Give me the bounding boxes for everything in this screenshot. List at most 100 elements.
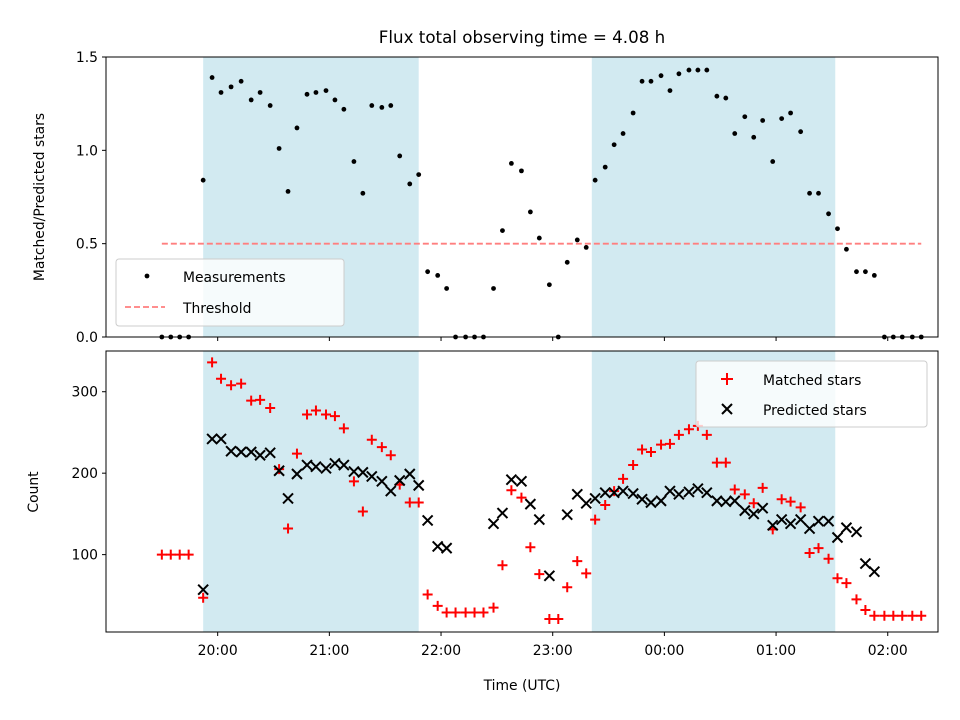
matched-stars-point <box>813 543 824 554</box>
bottom-x-tick-label: 02:00 <box>868 643 908 659</box>
measurements-point <box>285 189 291 194</box>
matched-stars-point <box>590 514 601 525</box>
measurements-point <box>435 273 441 278</box>
matched-stars-point <box>469 607 480 618</box>
predicted-stars-point <box>711 495 723 507</box>
predicted-stars-point <box>366 470 378 483</box>
measurements-point <box>667 88 673 93</box>
matched-stars-point <box>879 610 890 621</box>
predicted-stars-point <box>235 446 247 458</box>
matched-stars-point <box>916 610 927 621</box>
measurements-point <box>564 259 570 265</box>
bottom-panel: 100 200 300 20:00 21:00 22:00 23:00 00:00 01:00… <box>26 350 939 694</box>
predicted-stars-point <box>561 509 573 521</box>
predicted-stars-point <box>338 459 350 471</box>
matched-stars-point <box>757 482 768 493</box>
measurements-point <box>500 228 505 234</box>
matched-stars-point <box>562 582 573 593</box>
measurements-point <box>304 91 310 97</box>
matched-stars-point <box>207 357 218 368</box>
measurements-point <box>620 131 626 136</box>
predicted-stars-point <box>206 433 218 445</box>
measurements-point <box>407 181 413 187</box>
matched-stars-point <box>478 607 489 618</box>
matched-stars-point <box>832 573 843 584</box>
bottom-y-tick-label: 100 <box>71 548 98 564</box>
measurements-point <box>602 164 608 170</box>
matched-stars-point <box>637 444 648 455</box>
measurements-point <box>648 78 654 84</box>
predicted-stars-point <box>404 468 416 480</box>
measurements-point <box>257 90 263 95</box>
matched-stars-point <box>785 496 796 507</box>
matched-stars-point <box>823 553 834 564</box>
top-y-tick-label: 0.0 <box>76 330 98 346</box>
bottom-x-ticks: 20:00 21:00 22:00 23:00 00:00 01:00 02:00 <box>198 632 908 659</box>
predicted-stars-point <box>664 485 676 497</box>
bottom-legend-box <box>695 360 928 428</box>
predicted-stars-point <box>803 522 816 535</box>
top-y-axis-label: Matched/Predicted stars <box>32 113 48 281</box>
measurements-point <box>294 125 300 131</box>
bottom-x-tick-label: 01:00 <box>756 643 796 659</box>
matched-stars-point <box>183 549 194 560</box>
predicted-stars-point <box>357 466 369 479</box>
predicted-stars-point <box>264 447 276 459</box>
matched-stars-point <box>329 411 340 422</box>
x-axis-label: Time (UTC) <box>483 678 561 694</box>
predicted-stars-point <box>608 487 620 499</box>
matched-stars-point <box>841 578 852 589</box>
measurements-point <box>760 118 766 123</box>
predicted-stars-point <box>301 459 313 471</box>
measurements-point <box>742 114 748 120</box>
matched-stars-point <box>525 542 536 553</box>
matched-stars-point <box>366 434 377 445</box>
matched-stars-point <box>581 568 592 579</box>
predicted-stars-point <box>756 502 769 514</box>
predicted-stars-point <box>487 517 500 530</box>
bottom-legend: Matched stars Predicted stars <box>695 360 928 428</box>
measurements-point <box>425 269 431 275</box>
matched-stars-point <box>664 438 675 449</box>
predicted-stars-point <box>673 488 685 501</box>
measurements-point <box>723 95 729 101</box>
measurements-point <box>536 235 542 241</box>
measurements-point <box>267 103 273 108</box>
matched-stars-point <box>776 494 787 505</box>
predicted-stars-point <box>868 566 881 578</box>
matched-stars-point <box>255 394 266 405</box>
predicted-stars-point <box>273 465 285 477</box>
predicted-stars-point <box>617 485 629 497</box>
legend-label-matched-stars: Matched stars <box>763 373 861 389</box>
measurements-point <box>379 105 385 110</box>
measurements-point <box>228 84 234 90</box>
matched-stars-point <box>506 485 517 496</box>
predicted-stars-point <box>215 433 227 445</box>
measurements-point <box>491 286 496 291</box>
matched-stars-point <box>460 607 471 618</box>
matched-stars-point <box>869 610 880 621</box>
matched-stars-point <box>720 457 731 468</box>
measurements-point <box>527 209 533 215</box>
matched-stars-point <box>338 423 349 434</box>
matched-stars-point <box>673 429 684 440</box>
measurements-point <box>592 177 598 183</box>
measurements-point <box>200 177 206 183</box>
bottom-x-tick-label: 00:00 <box>644 643 684 659</box>
predicted-stars-point <box>683 486 695 498</box>
measurements-point <box>323 88 329 93</box>
legend-label-measurements: Measurements <box>183 270 286 286</box>
matched-stars-point <box>283 523 294 534</box>
bottom-y-tick-label: 200 <box>71 466 98 482</box>
legend-label-predicted-stars: Predicted stars <box>763 403 867 419</box>
matched-stars-point <box>729 484 740 495</box>
matched-stars-point <box>385 450 396 461</box>
bottom-x-tick-label: 23:00 <box>533 643 573 659</box>
measurements-point <box>238 78 244 84</box>
matched-stars-point <box>516 492 527 503</box>
matched-stars-point <box>897 610 908 621</box>
predicted-stars-point <box>580 497 592 510</box>
predicted-stars-point <box>599 487 611 499</box>
matched-stars-point <box>321 409 332 420</box>
top-shaded-region <box>591 57 836 337</box>
